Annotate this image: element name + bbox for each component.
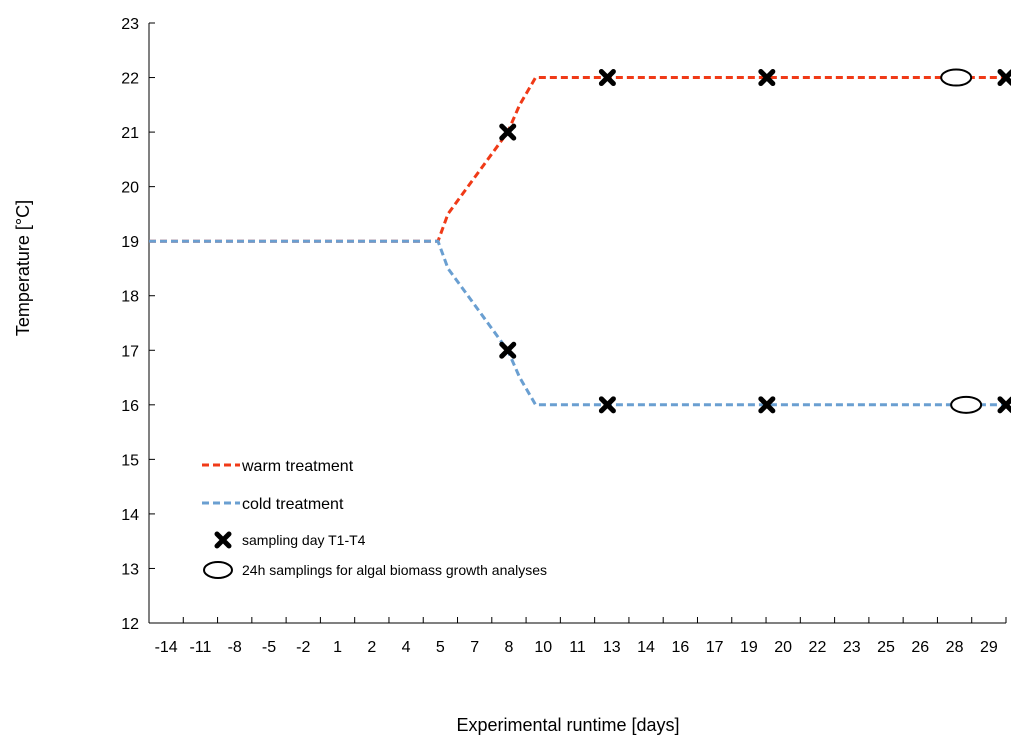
x-tick-label: 13: [603, 639, 621, 656]
y-tick-label: 16: [121, 398, 139, 415]
y-tick-label: 13: [121, 561, 139, 578]
x-tick-label: 23: [843, 639, 861, 656]
x-tick-label: 10: [534, 639, 552, 656]
x-tick-label: 29: [980, 639, 998, 656]
x-tick-label: 5: [436, 639, 445, 656]
y-tick-label: 18: [121, 289, 139, 306]
legend-sampling-marker: [214, 531, 232, 549]
x-tick-label: 16: [671, 639, 689, 656]
series-lines: [149, 76, 1006, 407]
y-tick-label: 21: [121, 125, 139, 142]
y-tick-label: 20: [121, 180, 139, 197]
sampling-marker: [598, 69, 616, 87]
y-tick-label: 17: [121, 343, 139, 360]
sampling-marker: [499, 123, 517, 141]
x-tick-label: 11: [569, 639, 586, 656]
y-tick-label: 15: [121, 452, 139, 469]
x-tick-label: 20: [774, 639, 792, 656]
biomass-sampling-marker: [940, 68, 973, 87]
series-line-cold: [149, 239, 1006, 407]
y-tick-label: 12: [121, 616, 139, 633]
x-tick-label: 28: [946, 639, 964, 656]
legend-24h-label: 24h samplings for algal biomass growth a…: [242, 562, 547, 578]
legend-warm-label: warm treatment: [241, 458, 354, 475]
y-axis-ticks: 12 13 14 15 16 17 18 19 20 21 22 23: [121, 16, 155, 633]
sampling-marker: [997, 69, 1011, 87]
x-axis-title: Experimental runtime [days]: [456, 715, 679, 735]
x-tick-label: 22: [809, 639, 827, 656]
x-tick-label: 4: [402, 639, 411, 656]
y-tick-label: 14: [121, 507, 139, 524]
sampling-marker: [997, 396, 1011, 414]
x-tick-label: 1: [333, 639, 342, 656]
x-tick-label: -11: [189, 639, 211, 656]
legend-cold-label: cold treatment: [242, 496, 344, 513]
series-line-warm: [149, 76, 1006, 243]
sampling-marker: [758, 396, 776, 414]
x-tick-label: 8: [504, 639, 513, 656]
x-tick-label: -8: [228, 639, 242, 656]
axes: [148, 23, 1006, 624]
x-axis-ticks: -14 -11 -8 -5 -2 1 2 4 5 7 8 10 11 13 14 16 17 19 20 22 23 25…: [148, 617, 1007, 656]
x-tick-label: 7: [470, 639, 479, 656]
legend-sampling-label: sampling day T1-T4: [242, 532, 366, 548]
y-tick-label: 22: [121, 71, 139, 88]
legend-24h-marker: [203, 561, 233, 579]
markers: [499, 68, 1011, 414]
x-tick-label: -14: [155, 639, 178, 656]
sampling-marker: [499, 341, 517, 359]
sampling-marker: [598, 396, 616, 414]
biomass-sampling-marker: [950, 395, 983, 414]
x-tick-label: -2: [296, 639, 310, 656]
y-axis-title: Temperature [°C]: [13, 200, 33, 336]
x-tick-label: 25: [877, 639, 895, 656]
legend: warm treatment cold treatment sampling d…: [202, 458, 547, 579]
x-tick-label: 26: [911, 639, 929, 656]
x-tick-label: 14: [637, 639, 655, 656]
x-tick-label: 2: [367, 639, 376, 656]
y-tick-label: 19: [121, 234, 139, 251]
x-tick-label: 19: [740, 639, 758, 656]
x-tick-label: -5: [262, 639, 276, 656]
sampling-marker: [758, 69, 776, 87]
y-tick-label: 23: [121, 16, 139, 33]
x-tick-label: 17: [706, 639, 724, 656]
